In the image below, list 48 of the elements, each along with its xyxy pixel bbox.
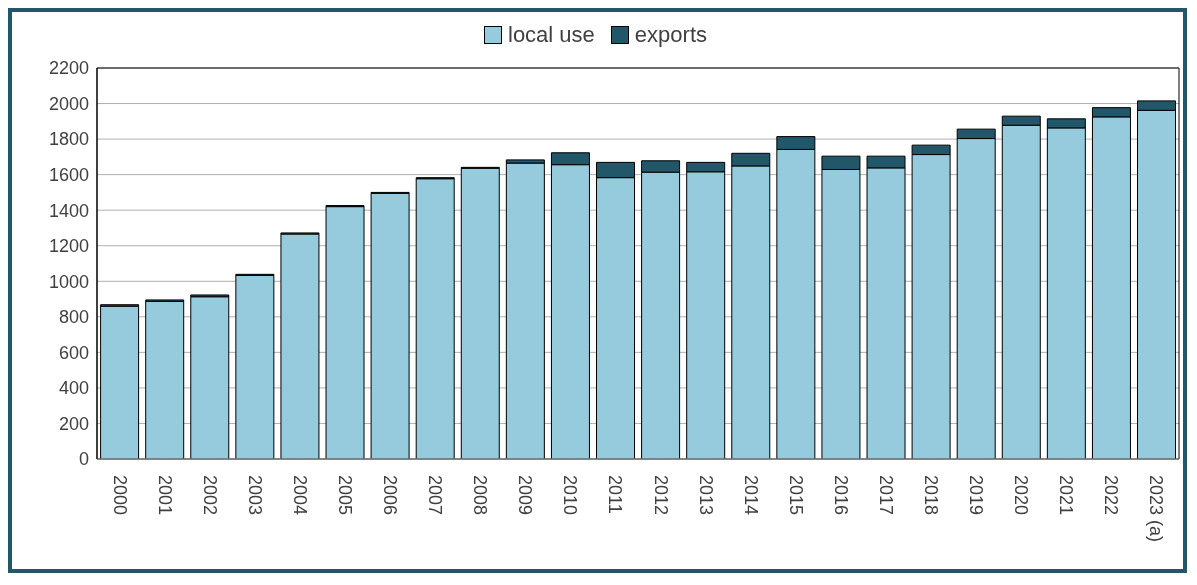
x-tick-label: 2003 [244,475,265,516]
x-tick-label: 2014 [740,475,761,516]
y-tick-label: 2200 [48,58,89,79]
x-tick-label: 2010 [560,475,581,516]
x-tick-label: 2001 [154,475,175,516]
bar [325,206,365,459]
bar [100,305,140,459]
bar [235,274,275,459]
y-tick-label: 1000 [48,271,89,292]
y-tick-label: 1800 [48,129,89,150]
x-tick-label: 2009 [515,475,536,516]
y-tick-label: 0 [78,449,89,470]
x-tick-label: 2018 [921,475,942,516]
x-tick-label: 2004 [289,475,310,516]
y-tick-label: 400 [58,378,89,399]
x-tick-label: 2008 [470,475,491,516]
x-tick-label: 2011 [605,475,626,514]
x-tick-label: 2005 [334,475,355,516]
legend-label: exports [634,22,707,48]
bar [280,233,320,459]
x-tick-label: 2000 [109,475,130,516]
x-tick-label: 2020 [1011,475,1032,516]
y-tick-label: 800 [58,307,89,328]
bar [190,296,230,459]
x-tick-label: 2015 [785,475,806,516]
x-tick-label: 2006 [380,475,401,516]
x-tick-label: 2002 [199,475,220,516]
x-tick-label: 2021 [1056,475,1077,516]
x-tick-label: 2023 (a) [1146,475,1167,543]
x-tick-label: 2016 [830,475,851,516]
x-tick-label: 2007 [425,475,446,516]
bar [505,162,545,459]
legend-label: local use [508,22,595,48]
x-tick-label: 2019 [966,475,987,516]
bar [415,178,455,459]
x-tick-label: 2017 [875,475,896,516]
y-tick-label: 1400 [48,200,89,221]
y-tick-label: 1600 [48,165,89,186]
x-tick-label: 2022 [1101,475,1122,516]
y-tick-label: 2000 [48,93,89,114]
y-tick-label: 1200 [48,236,89,257]
x-tick-label: 2012 [650,475,671,516]
bar [370,192,410,459]
y-tick-label: 200 [58,413,89,434]
bar [145,300,185,459]
bar [460,167,500,459]
y-tick-label: 600 [58,342,89,363]
x-tick-label: 2013 [695,475,716,516]
